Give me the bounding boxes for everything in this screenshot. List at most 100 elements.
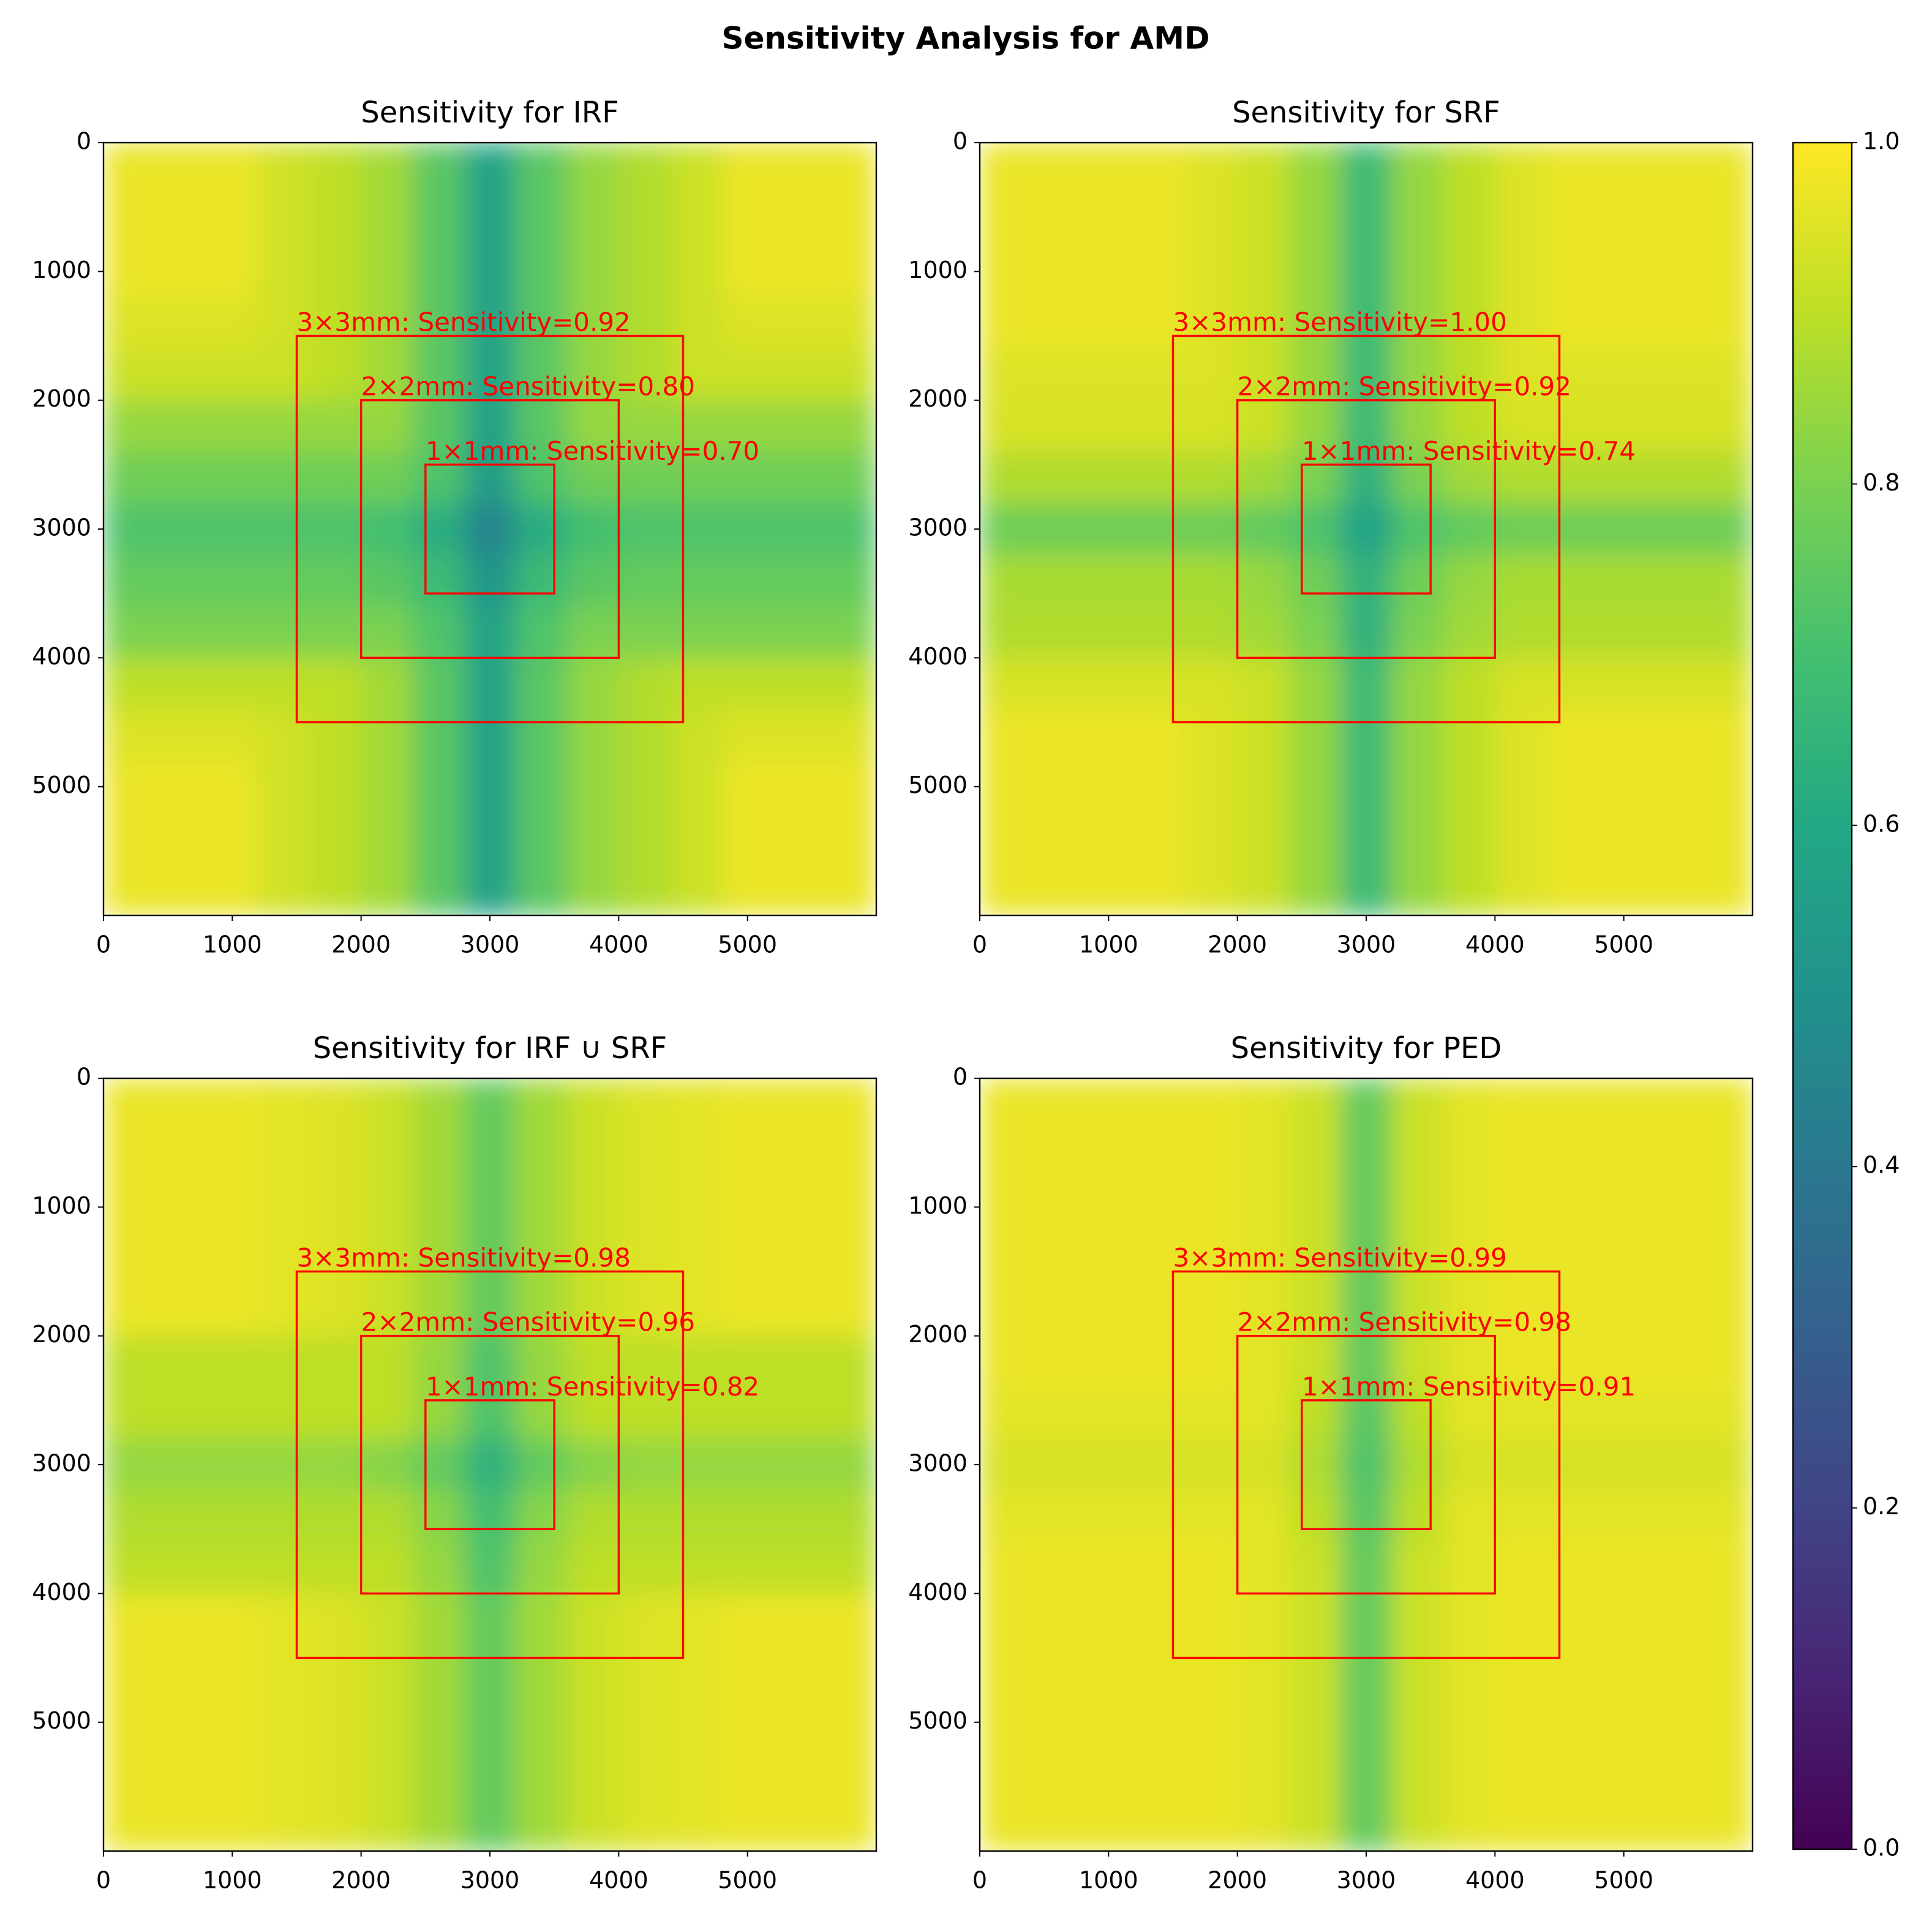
heat-cell [1134,658,1187,710]
x-tick-label: 5000 [1594,1867,1653,1894]
heat-cell [721,194,774,246]
axes-title: Sensitivity for IRF [361,96,619,130]
heat-cell [567,1645,619,1697]
heat-cell [1392,1593,1444,1646]
heat-cell [1546,761,1599,813]
heat-cell [721,761,774,813]
heat-cell [1495,451,1547,504]
heat-cell [1392,1696,1444,1749]
heat-cell [1288,348,1341,401]
heat-cell [1340,1387,1393,1440]
heat-cell [773,761,825,813]
y-tick-label: 3000 [32,1450,91,1477]
heat-cell [721,1078,774,1130]
heat-cell [1031,194,1083,246]
heat-cell [155,1748,207,1800]
heat-cell [258,1387,310,1440]
heat-cell [670,606,723,658]
heat-cell [1031,143,1083,195]
heat-cell [464,1748,516,1800]
heat-cell [1031,658,1083,710]
heat-cell [670,1284,723,1337]
heat-cell [1392,555,1444,607]
heat-cell [1649,194,1702,246]
heat-cell [670,1542,723,1594]
heat-cell [824,812,876,865]
heat-cell [1495,1438,1547,1491]
heat-cell [1083,1438,1135,1491]
heat-cell [361,812,413,865]
x-tick-label: 3000 [1337,931,1396,958]
heat-cell [1134,1233,1187,1285]
colorbar-tick-label: 1.0 [1863,128,1900,155]
heat-cell [1237,606,1290,658]
heat-cell [824,606,876,658]
heat-cell [361,658,413,710]
heat-cell [103,348,156,401]
heat-cell [1288,1387,1341,1440]
heat-cell [1237,1645,1290,1697]
heat-cell [1443,1696,1495,1749]
heat-cell [1134,1335,1187,1388]
heat-cell [1237,143,1290,195]
heat-cell [1598,1233,1650,1285]
heat-cell [1598,1490,1650,1542]
heat-cell [670,194,723,246]
y-tick-label: 2000 [908,1321,968,1348]
colorbar-tick-label: 0.8 [1863,469,1900,496]
heat-cell [1288,1078,1341,1130]
heat-cell [1083,863,1135,915]
heat-cell [516,297,568,350]
heat-cell [824,400,876,453]
heat-cell [1392,812,1444,865]
y-tick-label: 2000 [32,1321,91,1348]
heat-cell [1237,1593,1290,1646]
heat-cell [1701,1387,1753,1440]
heat-cell [103,143,156,195]
heat-cell [1031,1748,1083,1800]
heat-cell [1134,1284,1187,1337]
heat-cell [309,606,362,658]
heat-cell [1495,606,1547,658]
heat-cell [516,1387,568,1440]
heat-cell [1288,709,1341,762]
heat-cell [1392,1799,1444,1851]
heat-cell [670,1748,723,1800]
heat-cell [1237,1233,1290,1285]
heat-cell [309,451,362,504]
y-tick-label: 1000 [908,257,968,284]
colorbar-tick-label: 0.0 [1863,1835,1900,1861]
heat-cell [1031,761,1083,813]
heatmap-cells [103,1078,876,1851]
heat-cell [206,1490,258,1542]
heat-cell [670,658,723,710]
heat-cell [412,1438,465,1491]
heat-cell [464,1181,516,1233]
heat-cell [309,143,362,195]
heat-cell [1392,863,1444,915]
heat-cell [1134,1490,1187,1542]
heat-cell [258,1335,310,1388]
heat-cell [1546,1542,1599,1594]
colorbar: 0.0 0.2 0.4 0.6 0.8 1.0 [1792,128,1900,1861]
heat-cell [258,1696,310,1749]
heat-cell [670,1181,723,1233]
heat-cell [361,143,413,195]
heat-cell [155,451,207,504]
x-tick-label: 0 [96,931,111,958]
heat-cell [258,1645,310,1697]
heat-cell [1186,1748,1238,1800]
heat-cell [516,1438,568,1491]
heat-cell [412,1696,465,1749]
heat-cell [1134,1748,1187,1800]
heat-cell [773,658,825,710]
heat-cell [1546,400,1599,453]
heat-cell [1186,503,1238,555]
heat-cell [361,1696,413,1749]
heat-cell [309,1181,362,1233]
heat-cell [206,1748,258,1800]
heat-cell [670,143,723,195]
heat-cell [1237,1542,1290,1594]
heat-cell [1340,1130,1393,1182]
heat-cell [1443,246,1495,298]
